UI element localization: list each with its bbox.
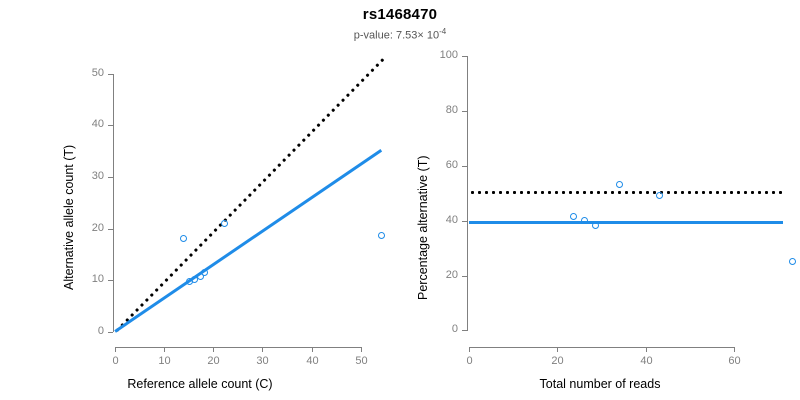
left-y-tick-10 (108, 280, 113, 281)
right-x-tick-0 (469, 347, 470, 352)
right-y-axis-title: Percentage alternative (T) (416, 155, 430, 300)
left-y-ticklabel-50: 50 (91, 67, 104, 79)
right-data-point[interactable] (616, 181, 623, 188)
right-fit-line (469, 221, 783, 224)
right-y-tick-100 (462, 56, 467, 57)
right-data-point[interactable] (581, 217, 588, 224)
right-x-tick-20 (557, 347, 558, 352)
right-y-ticklabel-80: 80 (445, 104, 458, 116)
left-y-tick-30 (108, 177, 113, 178)
left-x-tick-30 (262, 347, 263, 352)
left-y-axis-title: Alternative allele count (T) (62, 144, 76, 290)
right-x-ticklabel-0: 0 (466, 355, 473, 367)
right-y-ticklabel-20: 20 (445, 269, 458, 281)
right-reference-line (469, 191, 783, 194)
left-x-ticklabel-0: 0 (112, 355, 119, 367)
left-data-point[interactable] (201, 269, 208, 276)
right-x-axis-line (469, 347, 735, 348)
right-x-ticklabel-40: 40 (640, 355, 653, 367)
left-x-axis-line (115, 347, 362, 348)
left-x-ticklabel-40: 40 (306, 355, 319, 367)
left-data-point[interactable] (197, 273, 204, 280)
left-reference-line-dots (113, 56, 386, 334)
left-reference-line (113, 56, 386, 334)
right-data-point[interactable] (570, 213, 577, 220)
left-x-tick-40 (312, 347, 313, 352)
left-y-ticklabel-10: 10 (91, 273, 104, 285)
left-x-ticklabel-10: 10 (158, 355, 171, 367)
page-title: rs1468470 (362, 6, 438, 23)
right-data-point[interactable] (592, 222, 599, 229)
left-y-ticklabel-30: 30 (91, 170, 104, 182)
left-y-ticklabel-0: 0 (97, 325, 104, 337)
left-data-point[interactable] (180, 235, 187, 242)
right-y-ticklabel-100: 100 (439, 49, 458, 61)
right-y-tick-40 (462, 221, 467, 222)
left-x-tick-50 (361, 347, 362, 352)
left-x-ticklabel-30: 30 (256, 355, 269, 367)
right-x-tick-60 (734, 347, 735, 352)
left-y-tick-40 (108, 125, 113, 126)
left-y-tick-20 (108, 229, 113, 230)
right-x-axis-title: Total number of reads (539, 377, 661, 391)
left-x-ticklabel-20: 20 (207, 355, 220, 367)
left-y-axis-line (113, 74, 114, 332)
left-x-ticklabel-50: 50 (355, 355, 368, 367)
right-y-ticklabel-40: 40 (445, 214, 458, 226)
left-y-ticklabel-40: 40 (91, 118, 104, 130)
left-x-tick-0 (115, 347, 116, 352)
right-y-ticklabel-0: 0 (451, 323, 458, 335)
left-fit-line (114, 149, 382, 333)
panel-allele-counts: 50 40 30 20 10 0 0 10 20 30 40 50 Refere… (62, 56, 386, 391)
right-x-ticklabel-60: 60 (728, 355, 741, 367)
right-y-tick-20 (462, 276, 467, 277)
left-data-point[interactable] (378, 232, 385, 239)
right-reference-line-dots (469, 191, 783, 194)
pvalue-subtitle: p-value: 7.53× 10-4 (0, 27, 800, 42)
panel-percentage-alternative: 100 80 60 40 20 0 0 20 40 60 Total numbe… (400, 0, 800, 400)
right-y-ticklabel-60: 60 (445, 159, 458, 171)
right-y-tick-0 (462, 330, 467, 331)
pvalue-exponent: -4 (439, 27, 447, 36)
left-y-tick-50 (108, 74, 113, 75)
right-data-point[interactable] (789, 258, 796, 265)
left-data-point[interactable] (221, 220, 228, 227)
left-data-point[interactable] (191, 276, 198, 283)
left-y-ticklabel-20: 20 (91, 222, 104, 234)
right-x-ticklabel-20: 20 (551, 355, 564, 367)
left-y-tick-0 (108, 332, 113, 333)
right-x-tick-40 (646, 347, 647, 352)
left-x-axis-title: Reference allele count (C) (127, 377, 273, 391)
right-data-point[interactable] (656, 192, 663, 199)
left-x-tick-20 (213, 347, 214, 352)
right-y-tick-80 (462, 111, 467, 112)
left-x-tick-10 (164, 347, 165, 352)
right-y-tick-60 (462, 166, 467, 167)
pvalue-text: p-value: 7.53× 10 (353, 29, 440, 42)
right-y-axis-line (467, 56, 468, 331)
